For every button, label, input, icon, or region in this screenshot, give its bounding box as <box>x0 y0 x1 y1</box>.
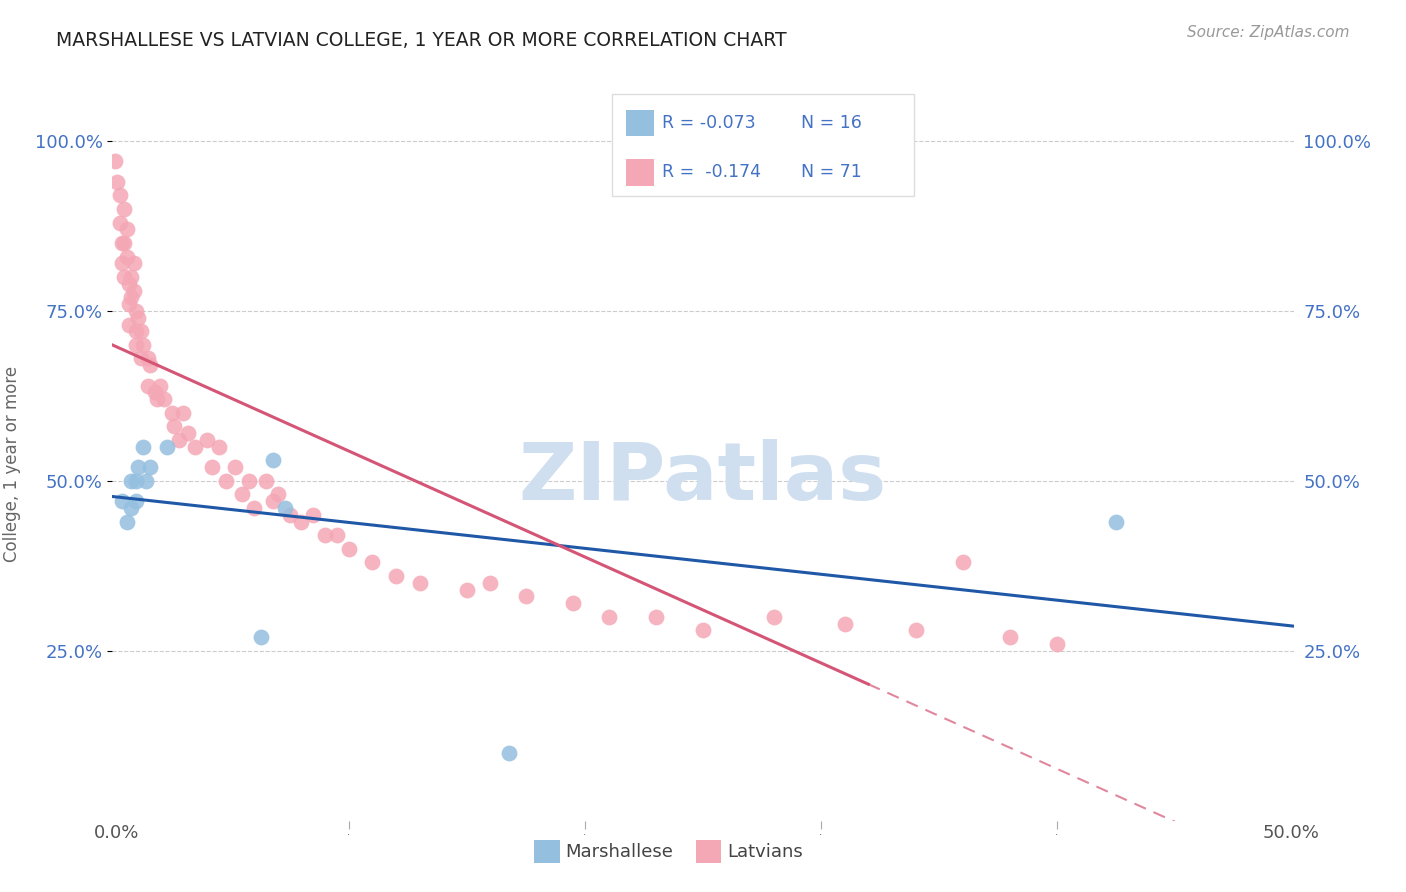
Point <box>267 487 290 501</box>
Point <box>139 359 162 373</box>
Point <box>120 474 142 488</box>
Point <box>108 216 131 230</box>
Point <box>195 433 218 447</box>
Point <box>127 310 149 325</box>
Point <box>112 235 135 250</box>
Point <box>385 569 408 583</box>
Point <box>224 460 246 475</box>
Point <box>135 474 157 488</box>
Text: Latvians: Latvians <box>727 843 803 861</box>
Point <box>125 324 148 338</box>
Text: R = -0.073: R = -0.073 <box>662 114 756 132</box>
Point <box>118 297 141 311</box>
Point <box>834 616 856 631</box>
Point <box>132 440 155 454</box>
Point <box>290 515 312 529</box>
Point <box>120 269 142 284</box>
Point <box>243 501 266 516</box>
Point <box>112 269 135 284</box>
Point <box>998 630 1021 644</box>
Text: Marshallese: Marshallese <box>565 843 673 861</box>
Point <box>118 277 141 291</box>
Point <box>456 582 478 597</box>
Point <box>408 575 430 590</box>
Point <box>127 460 149 475</box>
Text: N = 16: N = 16 <box>801 114 862 132</box>
Point <box>498 746 520 760</box>
Point <box>314 528 336 542</box>
Point <box>215 474 238 488</box>
Point <box>515 590 537 604</box>
Point <box>111 256 134 270</box>
Point <box>149 378 172 392</box>
Point <box>262 494 284 508</box>
Point <box>172 406 194 420</box>
Point <box>129 351 152 366</box>
Y-axis label: College, 1 year or more: College, 1 year or more <box>3 366 21 562</box>
Point <box>111 494 134 508</box>
Text: Source: ZipAtlas.com: Source: ZipAtlas.com <box>1187 25 1350 40</box>
Point <box>337 541 360 556</box>
Point <box>262 453 284 467</box>
Point <box>952 555 974 569</box>
Point <box>644 609 666 624</box>
Point <box>201 460 224 475</box>
Point <box>598 609 620 624</box>
Point <box>122 256 145 270</box>
Point <box>1105 515 1128 529</box>
Point <box>274 501 297 516</box>
Text: ZIPatlas: ZIPatlas <box>519 439 887 517</box>
Point <box>278 508 301 522</box>
Text: N = 71: N = 71 <box>801 163 862 181</box>
Text: 50.0%: 50.0% <box>1263 824 1319 842</box>
Point <box>118 318 141 332</box>
Point <box>153 392 176 407</box>
Point <box>254 474 277 488</box>
Point <box>125 494 148 508</box>
Point <box>904 624 927 638</box>
Point <box>167 433 190 447</box>
Point <box>120 501 142 516</box>
Point <box>1046 637 1069 651</box>
Point <box>108 188 131 202</box>
Point <box>104 154 127 169</box>
Point <box>125 304 148 318</box>
Text: 0.0%: 0.0% <box>94 824 139 842</box>
Text: R =  -0.174: R = -0.174 <box>662 163 761 181</box>
Point <box>177 426 200 441</box>
Point <box>163 419 186 434</box>
Point <box>562 596 585 610</box>
Point <box>326 528 349 542</box>
Point <box>160 406 183 420</box>
Point <box>136 378 159 392</box>
Point <box>250 630 273 644</box>
Point <box>125 474 148 488</box>
Point <box>762 609 785 624</box>
Point <box>115 515 138 529</box>
Point <box>112 202 135 216</box>
Point <box>156 440 179 454</box>
Point <box>238 474 260 488</box>
Point <box>115 250 138 264</box>
Point <box>111 235 134 250</box>
Text: MARSHALLESE VS LATVIAN COLLEGE, 1 YEAR OR MORE CORRELATION CHART: MARSHALLESE VS LATVIAN COLLEGE, 1 YEAR O… <box>56 31 787 50</box>
Point <box>231 487 253 501</box>
Point <box>184 440 207 454</box>
Point <box>115 222 138 236</box>
Point <box>120 290 142 304</box>
Point <box>361 555 384 569</box>
Point <box>208 440 231 454</box>
Point <box>692 624 714 638</box>
Point <box>146 392 169 407</box>
Point <box>143 385 166 400</box>
Point <box>105 175 128 189</box>
Point <box>136 351 159 366</box>
Point <box>122 284 145 298</box>
Point <box>302 508 325 522</box>
Point <box>479 575 502 590</box>
Point <box>125 338 148 352</box>
Point <box>132 338 155 352</box>
Point <box>129 324 152 338</box>
Point <box>139 460 162 475</box>
